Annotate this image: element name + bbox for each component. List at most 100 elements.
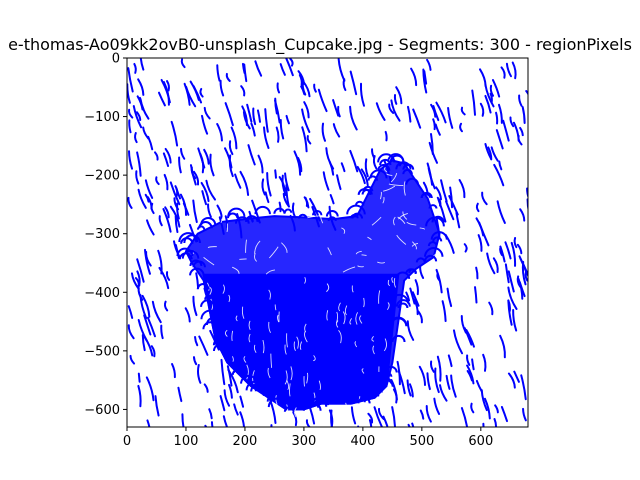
segment-stroke xyxy=(460,314,467,334)
segment-stroke xyxy=(377,164,391,171)
segment-stroke xyxy=(505,62,512,78)
segment-stroke xyxy=(192,199,198,223)
segment-stroke xyxy=(337,58,346,82)
segment-stroke xyxy=(348,393,366,403)
segment-stroke xyxy=(446,287,453,308)
segment-stroke xyxy=(205,316,224,326)
segment-stroke xyxy=(375,102,386,121)
segment-stroke xyxy=(279,119,285,140)
segment-gap-line xyxy=(406,221,417,226)
segment-gap-line xyxy=(253,344,257,353)
segment-gap-line xyxy=(377,261,386,264)
segment-stroke xyxy=(411,291,420,307)
segment-stroke xyxy=(510,241,517,267)
segment-stroke xyxy=(189,259,203,267)
segment-stroke xyxy=(241,105,248,127)
segment-stroke xyxy=(284,172,290,192)
segment-stroke xyxy=(281,174,287,196)
segment-gap-line xyxy=(243,356,247,363)
segment-stroke xyxy=(419,265,425,279)
segment-stroke xyxy=(137,286,144,301)
segment-stroke xyxy=(270,424,273,427)
segment-stroke xyxy=(127,196,133,209)
segment-stroke xyxy=(475,217,485,237)
segment-stroke xyxy=(447,106,454,129)
segment-gap-line xyxy=(403,181,406,196)
segment-stroke xyxy=(340,162,346,173)
segment-gap-line xyxy=(393,277,396,288)
segment-gap-line xyxy=(338,330,342,344)
segment-stroke xyxy=(367,175,379,181)
segment-stroke xyxy=(150,345,156,358)
segment-stroke xyxy=(387,153,405,162)
segment-stroke xyxy=(313,83,317,93)
segment-stroke xyxy=(474,286,478,304)
segment-gap-line xyxy=(342,311,346,325)
segment-stroke xyxy=(433,397,441,415)
segment-gap-line xyxy=(355,250,362,255)
segment-stroke xyxy=(195,272,200,289)
segment-gap-line xyxy=(402,211,408,220)
segment-stroke xyxy=(226,365,233,387)
segment-stroke xyxy=(425,216,445,227)
segment-gap-line xyxy=(396,234,407,245)
segment-stroke xyxy=(441,300,447,323)
segment-stroke xyxy=(169,181,181,206)
segment-stroke xyxy=(489,84,495,97)
segment-gap-line xyxy=(268,289,271,300)
segment-stroke xyxy=(356,165,366,185)
segment-stroke xyxy=(264,191,270,204)
segment-stroke xyxy=(228,154,234,178)
segment-gap-line xyxy=(367,236,372,241)
segment-gap-line xyxy=(304,330,308,343)
segment-stroke xyxy=(392,388,398,404)
segment-stroke xyxy=(519,208,526,222)
segment-stroke xyxy=(164,206,170,219)
segment-stroke xyxy=(301,126,308,153)
segment-stroke xyxy=(127,305,134,319)
segment-stroke xyxy=(234,216,250,224)
segment-stroke xyxy=(203,106,211,120)
segment-stroke xyxy=(439,384,448,402)
y-tick-label: −200 xyxy=(84,169,120,184)
segment-gap-line xyxy=(246,364,249,380)
segment-stroke xyxy=(371,148,375,159)
segment-stroke xyxy=(188,223,198,243)
segment-stroke xyxy=(405,177,420,185)
segment-stroke xyxy=(445,200,455,221)
segment-stroke xyxy=(499,334,506,359)
y-axis: 0 −100 −200 −300 −400 −500 −600 xyxy=(84,52,127,418)
segment-gap-line xyxy=(232,356,234,362)
segment-stroke xyxy=(204,294,214,300)
segment-stroke xyxy=(137,372,141,383)
segment-stroke xyxy=(201,114,209,135)
segment-gap-line xyxy=(281,242,288,253)
segment-gap-line xyxy=(303,376,305,387)
segment-gap-line xyxy=(294,407,297,418)
segment-stroke xyxy=(349,70,358,96)
segment-stroke xyxy=(512,308,518,332)
segment-gap-line xyxy=(344,305,348,316)
segment-stroke xyxy=(402,168,413,175)
segment-stroke xyxy=(220,358,226,386)
segment-stroke xyxy=(276,82,281,94)
segment-stroke xyxy=(223,147,233,169)
segment-stroke xyxy=(144,193,150,203)
segment-gap-line xyxy=(207,246,217,248)
segment-stroke xyxy=(180,147,186,160)
segment-stroke xyxy=(325,147,335,170)
segment-stroke xyxy=(228,383,233,399)
segment-stroke xyxy=(516,243,523,255)
segment-stroke xyxy=(141,294,151,318)
segment-stroke xyxy=(470,402,475,414)
segment-stroke xyxy=(471,89,477,116)
segment-stroke xyxy=(499,245,506,263)
segment-stroke xyxy=(157,249,163,275)
segment-stroke xyxy=(517,134,523,146)
segment-stroke xyxy=(429,360,435,373)
segment-stroke xyxy=(189,267,205,276)
segment-stroke xyxy=(146,419,151,427)
segment-stroke xyxy=(219,79,225,97)
segment-stroke xyxy=(504,241,512,260)
segment-stroke xyxy=(285,58,294,77)
